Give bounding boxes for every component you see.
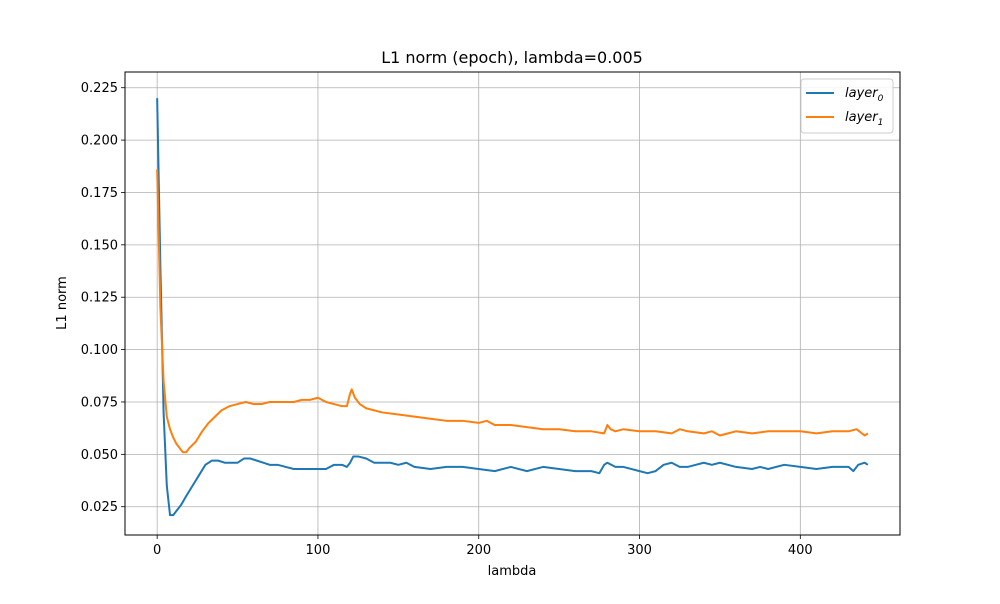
x-tick-label: 200: [466, 543, 491, 558]
x-axis-label: lambda: [488, 564, 537, 579]
chart-title: L1 norm (epoch), lambda=0.005: [381, 48, 643, 67]
y-tick-label: 0.075: [81, 395, 118, 410]
legend-label-layer-0-base: layer: [845, 86, 879, 101]
grid: [125, 72, 900, 535]
x-axis-ticks: 0 100 200 300 400: [153, 535, 813, 558]
legend-label-layer-1-sub: 1: [878, 118, 884, 128]
y-tick-label: 0.100: [81, 343, 118, 358]
series-line-layer-1: [156, 169, 869, 454]
legend: layer0 layer1: [800, 78, 894, 134]
x-tick-label: 0: [153, 543, 161, 558]
legend-label-layer-0-sub: 0: [878, 94, 884, 104]
y-tick-label: 0.200: [81, 134, 118, 149]
x-tick-label: 100: [306, 543, 331, 558]
y-tick-label: 0.025: [81, 500, 118, 515]
x-tick-label: 400: [788, 543, 813, 558]
plot-frame: [124, 71, 901, 536]
y-axis-ticks: 0.025 0.050 0.075 0.100 0.125 0.150 0.175 0.200…: [81, 81, 125, 515]
y-tick-label: 0.175: [81, 186, 118, 201]
series-line-layer-0: [156, 98, 869, 517]
x-tick-label: 300: [627, 543, 652, 558]
y-tick-label: 0.225: [81, 81, 118, 96]
legend-label-layer-1-base: layer: [845, 110, 879, 125]
y-axis-label: L1 norm: [55, 276, 70, 330]
y-tick-label: 0.150: [81, 238, 118, 253]
series-group: [156, 98, 869, 517]
legend-label-layer-1: layer1: [845, 110, 883, 128]
y-tick-label: 0.050: [81, 448, 118, 463]
legend-label-layer-0: layer0: [845, 86, 884, 104]
y-tick-label: 0.125: [81, 291, 118, 306]
